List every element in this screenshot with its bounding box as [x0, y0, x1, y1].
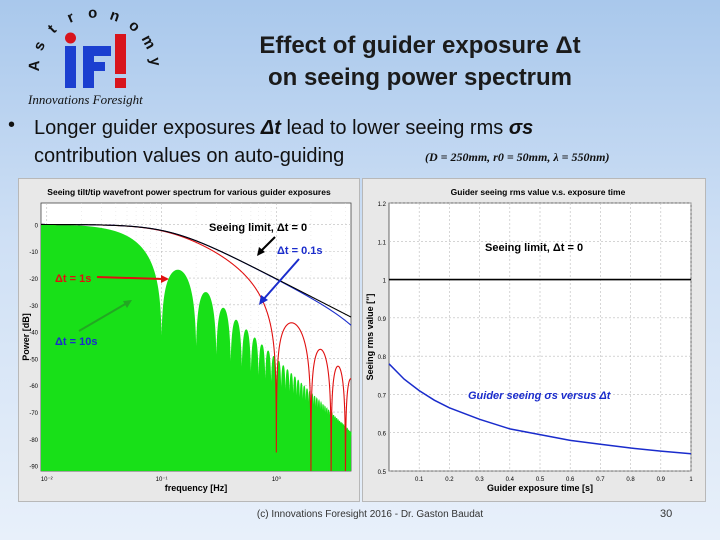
rms-chart-svg: Guider seeing rms value v.s. exposure ti… — [365, 187, 693, 493]
arrow-dt-10s — [78, 300, 132, 332]
left-y-label: Power [dB] — [21, 313, 31, 361]
right-y-tick-label: 1.1 — [378, 240, 387, 246]
right-x-tick-label: 1 — [689, 477, 693, 483]
logo-exclaim-dot — [115, 78, 126, 88]
logo-f-mid — [83, 62, 105, 71]
series-sigma-vs-dt — [388, 363, 692, 455]
parameters-note: (D = 250mm, r0 = 50mm, λ = 550nm) — [425, 150, 610, 164]
right-y-tick-label: 0.6 — [378, 432, 387, 438]
logo-letter: o — [88, 6, 98, 22]
logo-letter: m — [138, 32, 159, 52]
left-y-ticks: 0 -10 -20 -30 -40 -50 -60 -70 -80 -90 — [29, 223, 38, 470]
arrow-dt-1s — [96, 275, 169, 283]
left-y-tick-label: -80 — [29, 438, 38, 444]
logo-letter: o — [125, 17, 143, 36]
right-x-ticks: 0.1 0.2 0.3 0.4 0.5 0.6 0.7 0.8 0.9 1 — [415, 477, 693, 483]
right-y-ticks: 1.2 1.1 1 0.9 0.8 0.7 0.6 0.5 — [378, 202, 387, 476]
footer-credit: (c) Innovations Foresight 2016 - Dr. Gas… — [256, 509, 484, 520]
title-line-2: on seeing power spectrum — [267, 64, 573, 91]
right-y-tick-label: 0.9 — [378, 317, 387, 323]
logo-letter: s — [30, 39, 49, 53]
right-chart-title: Guider seeing rms value v.s. exposure ti… — [451, 187, 626, 197]
series-seeing-limit — [41, 223, 352, 318]
left-x-label: frequency [Hz] — [165, 483, 228, 493]
series-dt-10s-fill — [41, 224, 351, 471]
right-y-tick-label: 1 — [383, 279, 387, 285]
right-x-tick-label: 0.2 — [445, 477, 454, 483]
left-x-tick-label: 10⁻² — [41, 477, 53, 483]
right-grid — [389, 202, 692, 472]
right-x-tick-label: 0.9 — [657, 477, 666, 483]
right-x-tick-label: 0.8 — [626, 477, 635, 483]
right-y-tick-label: 0.7 — [378, 393, 387, 399]
left-y-tick-label: -40 — [29, 331, 38, 337]
right-y-tick-label: 0.5 — [378, 470, 387, 476]
right-x-tick-label: 0.3 — [475, 477, 484, 483]
left-x-ticks: 10⁻² 10⁻¹ 10⁰ — [41, 476, 282, 483]
left-y-tick-label: -70 — [29, 411, 38, 417]
annotation-dt-0-1s: Δt = 0.1s — [277, 245, 323, 257]
right-x-tick-label: 0.4 — [506, 477, 515, 483]
logo-i-dot — [65, 32, 76, 44]
power-spectrum-chart: Seeing tilt/tip wavefront power spectrum… — [18, 178, 360, 502]
rms-vs-exposure-chart: Guider seeing rms value v.s. exposure ti… — [362, 178, 706, 502]
right-y-tick-label: 0.8 — [378, 355, 387, 361]
annotation-dt-10s: Δt = 10s — [55, 336, 97, 348]
arrow-dt-0-1s — [259, 258, 300, 305]
logo-caption: Innovations Foresight — [28, 92, 143, 107]
left-x-tick-label: 10⁰ — [272, 476, 282, 483]
logo-letter: t — [44, 21, 60, 37]
logo-f-bar — [83, 46, 111, 56]
left-y-tick-label: -50 — [29, 357, 38, 363]
left-y-tick-label: 0 — [35, 223, 39, 229]
logo-letter: r — [65, 9, 77, 27]
right-x-tick-label: 0.1 — [415, 477, 424, 483]
series-dt-10s — [41, 224, 352, 472]
left-y-tick-label: -20 — [29, 277, 38, 283]
right-x-tick-label: 0.6 — [566, 477, 575, 483]
title-line-1: Effect of guider exposure Δt — [259, 32, 581, 59]
slide-title: Effect of guider exposure Δt on seeing p… — [190, 30, 650, 94]
annotation-dt-1s: Δt = 1s — [55, 273, 91, 285]
sigma-curve-label: Guider seeing σs versus Δt — [468, 390, 612, 402]
logo-i-stem — [65, 46, 76, 88]
logo-letter: n — [108, 7, 122, 26]
left-y-tick-label: -90 — [29, 465, 38, 471]
right-x-tick-label: 0.7 — [596, 477, 605, 483]
logo-letter: y — [146, 56, 164, 67]
bullet-line-1: Longer guider exposures Δt lead to lower… — [34, 114, 694, 142]
left-x-tick-label: 10⁻¹ — [156, 477, 168, 483]
left-y-tick-label: -60 — [29, 384, 38, 390]
power-spectrum-svg: Seeing tilt/tip wavefront power spectrum… — [21, 187, 352, 493]
left-y-tick-label: -10 — [29, 250, 38, 256]
right-curves — [388, 278, 692, 455]
left-y-tick-label: -30 — [29, 304, 38, 310]
page-number: 30 — [660, 508, 673, 520]
bullet-line-2: contribution values on auto-guiding — [34, 145, 345, 167]
bullet-marker: • — [8, 114, 16, 136]
left-curves — [41, 223, 352, 472]
bullet-delta-t: Δt — [260, 117, 281, 139]
left-chart-title: Seeing tilt/tip wavefront power spectrum… — [47, 187, 331, 197]
arrow-seeing-limit — [257, 236, 276, 256]
right-x-tick-label: 0.5 — [536, 477, 545, 483]
right-y-label: Seeing rms value ["] — [365, 294, 375, 381]
right-y-tick-label: 1.2 — [378, 202, 387, 208]
bullet-text-suffix: lead to lower seeing rms — [280, 117, 509, 139]
annotation-seeing-limit: Seeing limit, Δt = 0 — [209, 222, 307, 234]
logo-exclaim — [115, 34, 126, 74]
right-x-label: Guider exposure time [s] — [487, 483, 593, 493]
bullet-text-prefix: Longer guider exposures — [34, 117, 261, 139]
logo-letter: A — [26, 60, 43, 72]
seeing-limit-label: Seeing limit, Δt = 0 — [485, 242, 583, 254]
bullet-sigma: σs — [508, 117, 534, 139]
